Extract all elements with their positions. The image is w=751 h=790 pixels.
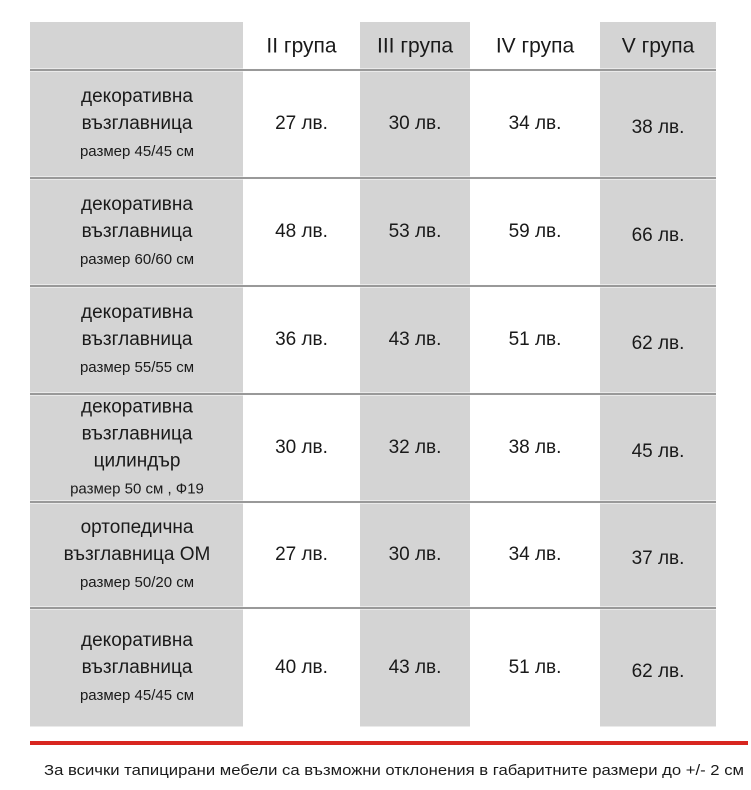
cell-bg [600, 287, 716, 393]
cell-bg [30, 503, 243, 607]
item-name: декоративна [81, 397, 193, 418]
price: 34 лв. [509, 544, 562, 565]
item-name: декоративна [81, 630, 193, 651]
column-header: IV група [496, 35, 575, 58]
cell-bg [360, 609, 470, 727]
price: 38 лв. [632, 117, 685, 138]
price: 34 лв. [509, 113, 562, 134]
item-size: размер 45/45 см [80, 687, 194, 704]
price: 38 лв. [509, 437, 562, 458]
price: 45 лв. [632, 441, 685, 462]
item-name: декоративна [81, 86, 193, 107]
cell-bg [30, 287, 243, 393]
price: 53 лв. [389, 221, 442, 242]
item-name: възглавница [82, 221, 193, 242]
cell-bg [360, 22, 470, 69]
price: 48 лв. [275, 221, 328, 242]
column-header: III група [377, 35, 453, 58]
item-name: ортопедична [81, 517, 194, 538]
price: 51 лв. [509, 329, 562, 350]
item-name: възглавница ОМ [64, 544, 211, 565]
price: 62 лв. [632, 333, 685, 354]
item-name: възглавница [82, 657, 193, 678]
cell-bg [30, 22, 243, 69]
item-size: размер 50 см , Ф19 [70, 480, 204, 497]
price: 66 лв. [632, 225, 685, 246]
price: 30 лв. [389, 113, 442, 134]
item-size: размер 60/60 см [80, 251, 194, 268]
cell-bg [30, 609, 243, 727]
price: 62 лв. [632, 661, 685, 682]
cell-bg [360, 179, 470, 285]
item-size: размер 55/55 см [80, 359, 194, 376]
column-header: V група [622, 35, 695, 58]
item-name: възглавница [82, 113, 193, 134]
price: 27 лв. [275, 544, 328, 565]
cell-bg [600, 395, 716, 501]
cell-bg [600, 179, 716, 285]
item-size: размер 45/45 см [80, 143, 194, 160]
cell-bg [600, 503, 716, 607]
price: 43 лв. [389, 657, 442, 678]
cell-bg [360, 287, 470, 393]
item-name: възглавница [82, 329, 193, 350]
cell-bg [30, 179, 243, 285]
cell-bg [360, 395, 470, 501]
price: 30 лв. [275, 437, 328, 458]
column-header: II група [266, 35, 336, 58]
price: 27 лв. [275, 113, 328, 134]
price: 36 лв. [275, 329, 328, 350]
price: 51 лв. [509, 657, 562, 678]
price: 37 лв. [632, 548, 685, 569]
cell-bg [360, 71, 470, 177]
price: 32 лв. [389, 437, 442, 458]
cell-bg [30, 395, 243, 501]
cell-bg [600, 22, 716, 69]
price: 40 лв. [275, 657, 328, 678]
cell-bg [30, 71, 243, 177]
item-size: размер 50/20 см [80, 574, 194, 591]
cell-bg [600, 609, 716, 727]
footnote: За всички тапицирани мебели са възможни … [44, 762, 744, 779]
item-name: цилиндър [94, 451, 181, 472]
item-name: декоративна [81, 194, 193, 215]
item-name: декоративна [81, 302, 193, 323]
cell-bg [600, 71, 716, 177]
price: 43 лв. [389, 329, 442, 350]
price: 30 лв. [389, 544, 442, 565]
item-name: възглавница [82, 424, 193, 445]
cell-bg [360, 503, 470, 607]
price: 59 лв. [509, 221, 562, 242]
